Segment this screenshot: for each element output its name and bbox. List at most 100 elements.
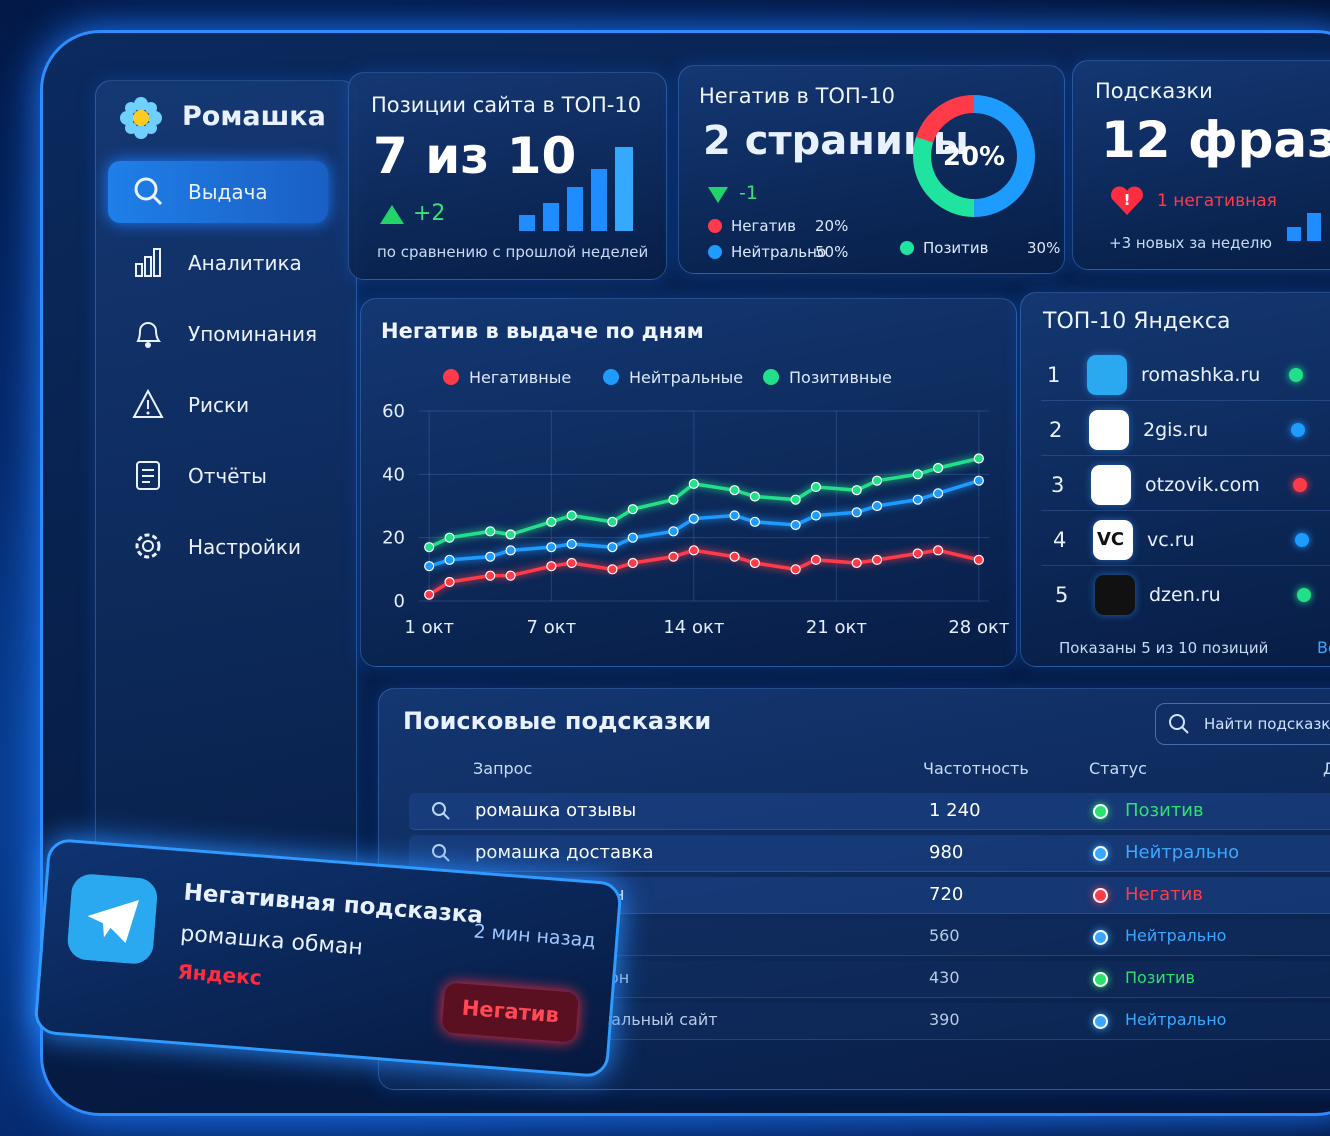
data-point [689,546,698,555]
legend-dot [900,241,914,255]
top10-title: ТОП-10 Яндекса [1043,309,1231,334]
query: ромашка доставка [475,842,654,863]
row-divider [1041,565,1330,566]
data-point [506,530,515,539]
mini-bars [1285,201,1330,243]
hints-card: Подсказки 12 фраз ! 1 негативная +3 новы… [1072,60,1330,270]
card-note: +3 новых за неделю [1109,234,1272,252]
data-point [628,559,637,568]
data-point [425,590,434,599]
site-icon: VC [1093,520,1133,560]
card-value: 12 фраз [1101,111,1330,169]
data-point [974,454,983,463]
data-point [974,476,983,485]
data-point [425,543,434,552]
status-label: Позитив [1125,800,1204,821]
card-title: Позиции сайта в ТОП-10 [371,93,641,117]
card-delta: +2 [413,201,445,226]
nav-label: Выдача [188,180,268,204]
data-point [547,517,556,526]
rank: 3 [1051,473,1064,497]
badge: Негатив [442,982,580,1042]
search-box[interactable]: Найти подсказку... [1155,703,1330,745]
x-tick-label: 7 окт [527,617,577,638]
nav-icon [132,388,166,422]
data-point [791,521,800,530]
data-point [852,559,861,568]
nav-icon [132,459,166,493]
frequency: 1 240 [929,800,981,821]
nav-item[interactable]: Риски [108,374,328,436]
data-point [567,511,576,520]
search-placeholder: Найти подсказку... [1204,715,1330,733]
site-name: dzen.ru [1149,584,1221,606]
status-dot [1295,533,1309,547]
data-point [547,562,556,571]
nav-icon-svg [132,317,166,351]
data-point [669,552,678,561]
data-point [445,555,454,564]
x-tick-label: 14 окт [663,617,724,638]
data-point [506,546,515,555]
data-point [567,540,576,549]
status-label: Негатив [1125,884,1203,905]
site-name: romashka.ru [1141,364,1260,386]
nav-item[interactable]: Отчёты [108,445,328,507]
nav-item[interactable]: Упоминания [108,303,328,365]
data-point [608,565,617,574]
brand-logo [118,95,164,141]
svg-text:!: ! [1124,191,1131,209]
row-search-icon [431,801,451,825]
nav-item[interactable]: Настройки [108,516,328,578]
data-point [608,517,617,526]
up-arrow [379,203,405,225]
notification-source: Яндекс [177,959,263,990]
data-point [730,486,739,495]
nav-icon [132,530,166,564]
nav-icon-svg [132,246,166,280]
data-point [811,483,820,492]
data-point [547,543,556,552]
column-header: Д [1323,759,1330,778]
frequency: 390 [929,1010,960,1029]
status-dot [1289,368,1303,382]
nav-item[interactable]: Выдача [108,161,328,223]
data-point [628,533,637,542]
data-point [934,464,943,473]
nav-label: Настройки [188,535,301,559]
data-point [852,508,861,517]
show-all-link[interactable]: Все [1317,638,1330,657]
notification-time: 2 мин назад [473,920,597,952]
nav-icon-svg [132,388,166,422]
row-search-icon [431,843,451,867]
site-name: vc.ru [1147,529,1195,551]
rank: 1 [1047,363,1060,387]
y-tick-label: 0 [394,591,405,612]
legend-label: Нейтрально [731,243,826,261]
nav-label: Упоминания [188,322,317,346]
brand-name: Ромашка [182,101,326,132]
legend-value: 50% [815,243,848,261]
data-point [669,495,678,504]
status-dot [1293,478,1307,492]
x-tick-label: 21 окт [806,617,867,638]
status-dot [1093,930,1108,945]
status-dot [1093,888,1108,903]
data-point [669,527,678,536]
data-point [445,533,454,542]
frequency: 430 [929,968,960,987]
row-divider [1041,510,1330,511]
positions-card: Позиции сайта в ТОП-10 7 из 10 +2 по сра… [348,72,667,280]
data-point [873,555,882,564]
notification-query: ромашка обман [179,921,363,960]
rank: 4 [1053,528,1066,552]
donut-center-label: 20% [943,142,1005,172]
table-title: Поисковые подсказки [403,707,711,735]
frequency: 720 [929,884,963,905]
row-divider [1041,455,1330,456]
nav-label: Отчёты [188,464,267,488]
nav-item[interactable]: Аналитика [108,232,328,294]
site-name: otzovik.com [1145,474,1260,496]
